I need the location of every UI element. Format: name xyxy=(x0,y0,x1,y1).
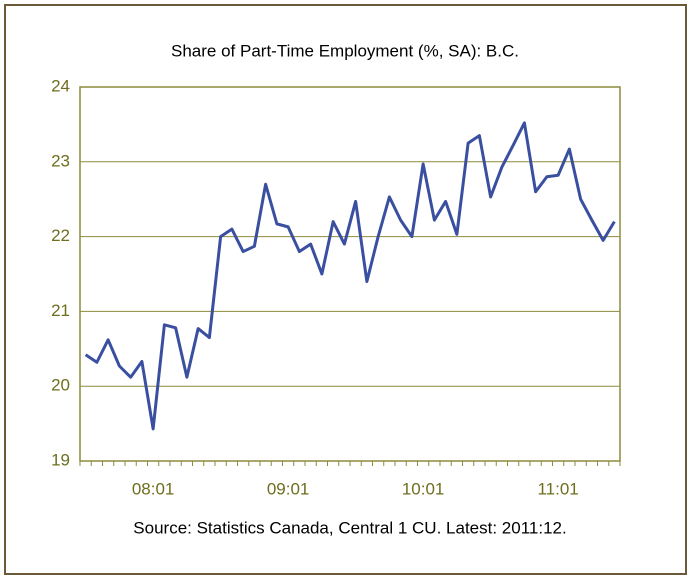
chart-border xyxy=(4,4,687,575)
y-tick-label: 24 xyxy=(51,76,70,95)
x-tick-label: 08:01 xyxy=(132,479,175,498)
y-tick-label: 20 xyxy=(51,376,70,395)
y-tick-label: 23 xyxy=(51,151,70,170)
y-tick-label: 19 xyxy=(51,450,70,469)
chart-title: Share of Part-Time Employment (%, SA): B… xyxy=(171,41,519,60)
x-tick-label: 09:01 xyxy=(267,479,310,498)
y-tick-label: 21 xyxy=(51,301,70,320)
data-line xyxy=(84,121,616,431)
x-tick-label: 10:01 xyxy=(402,479,445,498)
y-tick-label: 22 xyxy=(51,226,70,245)
x-tick-label: 11:01 xyxy=(537,479,578,498)
source-note: Source: Statistics Canada, Central 1 CU.… xyxy=(133,518,566,537)
